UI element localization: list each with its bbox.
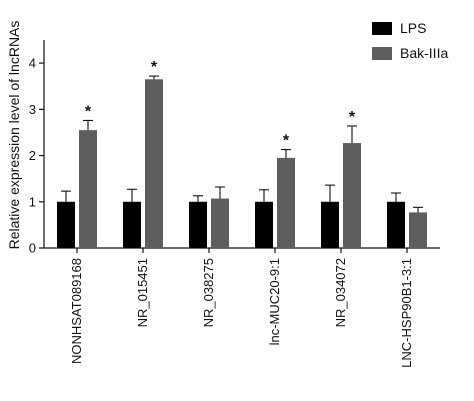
significance-markers: * * * *	[85, 59, 356, 149]
significance-star: *	[85, 103, 92, 120]
legend-label: Bak-IIIa	[400, 45, 448, 61]
y-tick-label: 4	[29, 56, 36, 71]
significance-star: *	[283, 133, 290, 150]
bar-lps	[387, 201, 405, 248]
bar-bak-iiia	[343, 143, 361, 248]
x-tick-label: NONHSAT089168	[69, 258, 84, 364]
y-tick-label: 3	[29, 102, 36, 117]
y-axis: 0 1 2 3 4	[29, 40, 45, 256]
bar-lps	[321, 201, 339, 248]
x-tick-label: lnc-MUC20-9:1	[267, 258, 282, 345]
legend-label: LPS	[400, 20, 426, 36]
error-bars-group	[61, 75, 423, 213]
significance-star: *	[349, 109, 356, 126]
x-tick-label: NR_015451	[135, 258, 150, 327]
x-tick-label: NR_034072	[333, 258, 348, 327]
bar-bak-iiia	[145, 79, 163, 249]
bar-bak-iiia	[211, 198, 229, 248]
legend-swatch	[372, 47, 392, 60]
bar-lps	[123, 201, 141, 248]
significance-star: *	[151, 59, 158, 76]
x-tick-label: LNC-HSP90B1-3:1	[399, 258, 414, 368]
bar-lps	[57, 201, 75, 248]
y-tick-label: 2	[29, 148, 36, 163]
legend: LPS Bak-IIIa	[372, 20, 448, 61]
bar-bak-iiia	[79, 130, 97, 248]
bar-bak-iiia	[277, 157, 295, 248]
x-axis: NONHSAT089168 NR_015451 NR_038275 lnc-MUC20…	[44, 247, 440, 368]
legend-swatch	[372, 22, 392, 35]
bar-lps	[189, 201, 207, 248]
y-tick-label: 1	[29, 194, 36, 209]
x-tick-label: NR_038275	[201, 258, 216, 327]
y-tick-label: 0	[29, 241, 36, 256]
bar-bak-iiia	[409, 212, 427, 248]
bar-lps	[255, 201, 273, 248]
y-axis-title: Relative expression level of lncRNAs	[6, 21, 22, 250]
bars-group	[57, 79, 427, 249]
